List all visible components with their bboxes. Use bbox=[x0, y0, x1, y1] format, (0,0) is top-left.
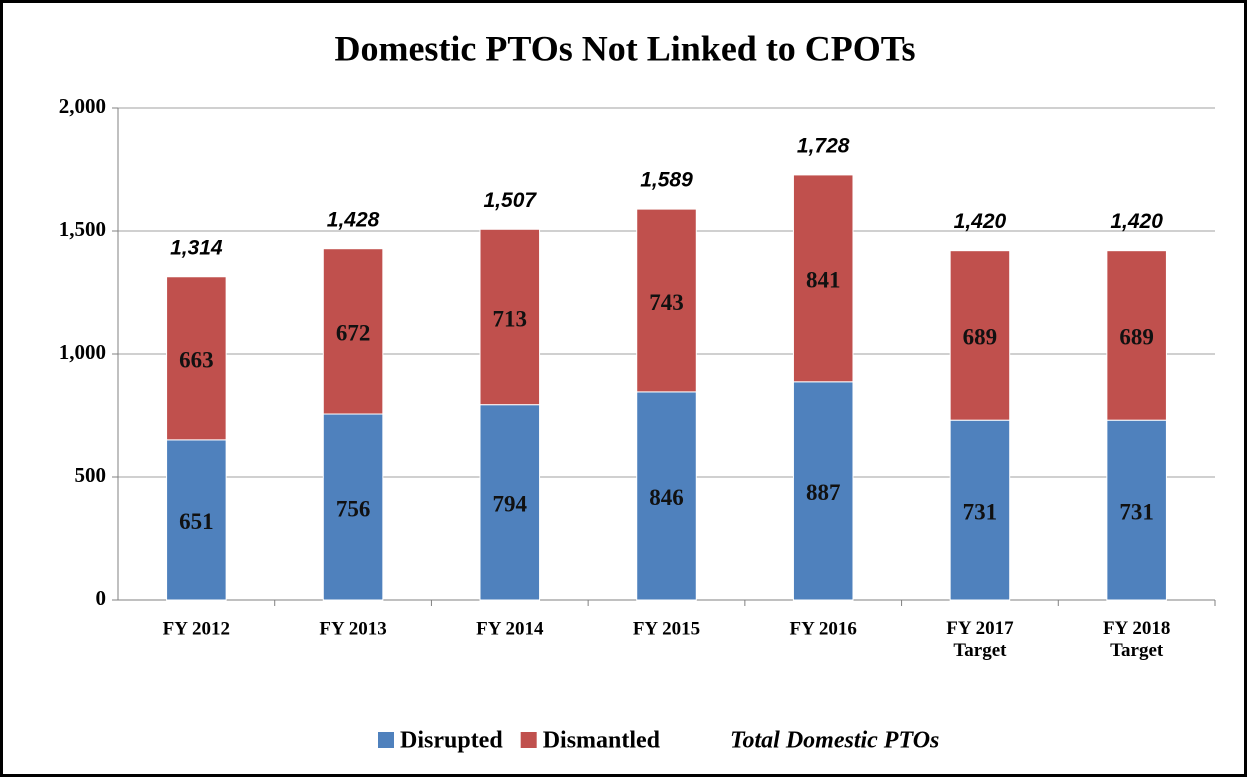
data-label: 713 bbox=[493, 306, 528, 331]
total-label: 1,420 bbox=[1110, 210, 1163, 233]
total-label: 1,420 bbox=[954, 210, 1007, 233]
total-label: 1,589 bbox=[640, 169, 693, 192]
legend-swatch bbox=[378, 732, 394, 748]
data-label: 756 bbox=[336, 496, 371, 521]
y-tick-label: 2,000 bbox=[59, 94, 106, 118]
legend-label: Dismantled bbox=[543, 728, 661, 754]
data-label: 841 bbox=[806, 268, 841, 293]
bar-segment bbox=[166, 439, 227, 601]
data-label: 731 bbox=[1119, 499, 1154, 524]
bar-segment bbox=[792, 174, 854, 383]
x-tick-label: FY 2013 bbox=[319, 618, 386, 639]
bar-segment bbox=[479, 228, 541, 406]
legend-swatch bbox=[520, 732, 537, 748]
data-label: 672 bbox=[336, 321, 371, 346]
total-label: 1,314 bbox=[170, 236, 223, 259]
bar-segment bbox=[1106, 250, 1167, 421]
x-tick-label: FY 2015 bbox=[633, 618, 700, 639]
x-tick-label: FY 2017 Target bbox=[946, 618, 1014, 661]
x-tick-label: FY 2012 bbox=[163, 618, 230, 639]
total-label: 1,507 bbox=[484, 189, 538, 212]
y-tick-label: 1,500 bbox=[59, 217, 106, 241]
y-tick-label: 0 bbox=[96, 586, 107, 610]
legend-label: Total Domestic PTOs bbox=[730, 728, 939, 754]
data-label: 743 bbox=[649, 290, 684, 315]
total-label: 1,728 bbox=[797, 134, 850, 157]
bar-segment bbox=[479, 404, 541, 601]
data-label: 846 bbox=[649, 485, 684, 510]
data-label: 887 bbox=[806, 480, 841, 505]
data-label: 663 bbox=[179, 348, 214, 373]
data-label: 794 bbox=[493, 492, 528, 517]
bar-segment bbox=[322, 248, 384, 415]
bar-segment bbox=[1106, 419, 1167, 601]
x-tick-label: FY 2016 bbox=[790, 618, 857, 639]
bar-segment bbox=[949, 250, 1011, 421]
data-label: 689 bbox=[963, 325, 998, 350]
bar-segment bbox=[166, 276, 227, 441]
bar-segment bbox=[792, 381, 854, 601]
x-tick-label: FY 2014 bbox=[476, 618, 544, 639]
legend-label: Disrupted bbox=[400, 728, 503, 754]
chart-title: Domestic PTOs Not Linked to CPOTs bbox=[334, 28, 915, 68]
y-tick-label: 1,000 bbox=[59, 340, 106, 364]
data-label: 651 bbox=[179, 509, 214, 534]
data-label: 731 bbox=[963, 499, 998, 524]
bar-segment bbox=[949, 419, 1011, 601]
bar-segment bbox=[636, 208, 697, 393]
total-label: 1,428 bbox=[327, 208, 380, 231]
bar-segment bbox=[636, 391, 697, 601]
data-label: 689 bbox=[1119, 325, 1154, 350]
x-tick-label: FY 2018 Target bbox=[1103, 618, 1170, 661]
bar-segment bbox=[322, 413, 384, 601]
y-tick-label: 500 bbox=[75, 463, 107, 487]
